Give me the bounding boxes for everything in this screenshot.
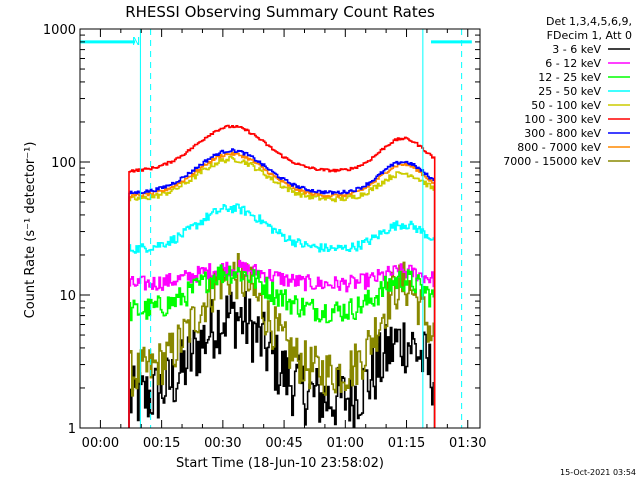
series-layer bbox=[128, 124, 436, 428]
plot-frame bbox=[79, 28, 481, 429]
legend-label: 300 - 800 keV bbox=[524, 127, 601, 140]
x-tick-label: 00:00 bbox=[82, 436, 119, 451]
x-tick-label: 01:15 bbox=[388, 436, 425, 451]
series-3-6kev-line bbox=[128, 291, 436, 428]
timestamp: 15-Oct-2021 03:54 bbox=[560, 468, 636, 477]
x-axis-label: Start Time (18-Jun-10 23:58:02) bbox=[176, 456, 384, 471]
chart-title: RHESSI Observing Summary Count Rates bbox=[125, 3, 435, 21]
legend-label: 12 - 25 keV bbox=[538, 71, 601, 84]
flag-layer bbox=[80, 29, 472, 428]
legend-label: 50 - 100 keV bbox=[531, 99, 601, 112]
series-100-300kev-line bbox=[128, 124, 436, 428]
series-7000-15000kev-line bbox=[128, 253, 436, 428]
annotation-n: N bbox=[132, 35, 140, 48]
x-tick-label: 00:15 bbox=[143, 436, 180, 451]
series-25-50kev-line bbox=[128, 203, 436, 428]
y-tick-label: 10 bbox=[59, 289, 76, 304]
y-tick-label: 1 bbox=[68, 422, 76, 437]
x-tick-label: 00:45 bbox=[265, 436, 302, 451]
series-12-25kev-line bbox=[128, 264, 436, 428]
legend-label: 7000 - 15000 keV bbox=[503, 155, 601, 168]
y-tick-label: 1000 bbox=[43, 23, 76, 38]
legend-label: 25 - 50 keV bbox=[538, 85, 601, 98]
x-tick-label: 01:00 bbox=[327, 436, 364, 451]
legend-label: 100 - 300 keV bbox=[524, 113, 601, 126]
legend: Det 1,3,4,5,6,9, FDecim 1, Att 0 3 - 6 k… bbox=[503, 15, 632, 168]
legend-label: 6 - 12 keV bbox=[545, 57, 601, 70]
series-50-100kev-line bbox=[128, 156, 436, 428]
y-tick-label: 100 bbox=[51, 156, 76, 171]
legend-header-line-1: Det 1,3,4,5,6,9, bbox=[546, 15, 632, 28]
series-300-800kev-line bbox=[128, 148, 436, 428]
legend-label: 800 - 7000 keV bbox=[517, 141, 601, 154]
legend-header-line-2: FDecim 1, Att 0 bbox=[547, 29, 632, 42]
x-tick-label: 00:30 bbox=[204, 436, 241, 451]
y-axis-label: Count Rate (s⁻¹ detector⁻¹) bbox=[23, 142, 38, 319]
x-tick-label: 01:30 bbox=[449, 436, 486, 451]
legend-label: 3 - 6 keV bbox=[552, 43, 601, 56]
axis-layer: 00:00 00:15 00:30 00:45 01:00 01:15 01:30 1 10 10… bbox=[43, 23, 487, 451]
